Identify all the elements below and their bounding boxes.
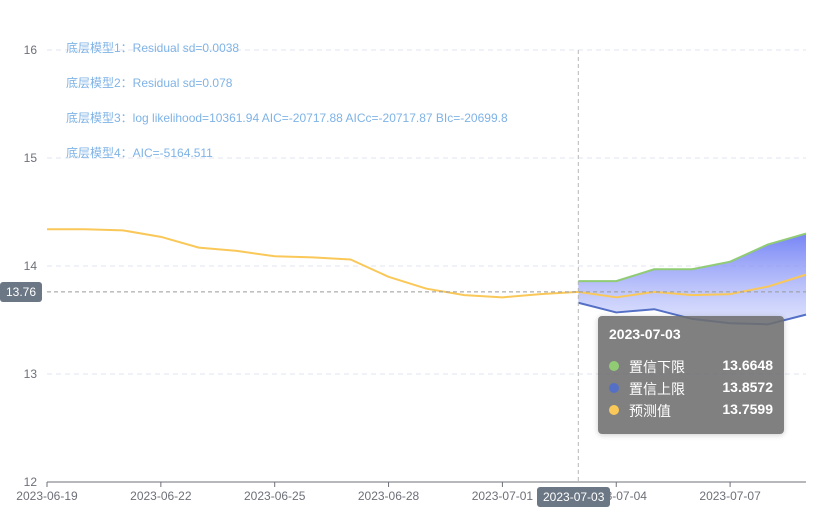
x-tick-label: 2023-06-19 bbox=[16, 489, 78, 503]
confidence-band bbox=[578, 233, 806, 325]
annotation-model-2: 底层模型2：Residual sd=0.078 bbox=[66, 76, 233, 90]
x-tick-label: 2023-07-01 bbox=[472, 489, 534, 503]
series-line-upper bbox=[578, 232, 807, 283]
x-tick-label: 2023-06-22 bbox=[130, 489, 192, 503]
series-line-pred bbox=[47, 228, 807, 299]
crosshair bbox=[47, 50, 806, 482]
tooltip-row-lower: 置信下限 13.6648 bbox=[609, 356, 773, 376]
y-tick-label: 15 bbox=[24, 151, 38, 165]
tooltip-title: 2023-07-03 bbox=[609, 326, 681, 342]
tooltip-series-value: 13.6648 bbox=[722, 357, 773, 373]
y-pointer-label: 13.76 bbox=[0, 282, 43, 302]
tooltip-series-name: 预测值 bbox=[629, 403, 671, 419]
x-tick-label: 2023-07-07 bbox=[699, 489, 761, 503]
tooltip-series-value: 13.8572 bbox=[722, 379, 773, 395]
annotation-model-3: 底层模型3：log likelihood=10361.94 AIC=-20717… bbox=[66, 111, 508, 125]
x-tick-label: 2023-06-28 bbox=[358, 489, 420, 503]
y-tick-label: 14 bbox=[24, 259, 38, 273]
tooltip-row-upper: 置信上限 13.8572 bbox=[609, 378, 773, 398]
confidence-band-area bbox=[578, 233, 806, 325]
upper-bound-dot bbox=[609, 383, 619, 393]
prediction-dot bbox=[609, 405, 619, 415]
tooltip-series-name: 置信下限 bbox=[629, 359, 685, 375]
y-tick-label: 12 bbox=[24, 475, 38, 489]
x-pointer-label: 2023-07-03 bbox=[537, 487, 611, 507]
tooltip-row-prediction: 预测值 13.7599 bbox=[609, 400, 773, 420]
lower-bound-dot bbox=[609, 361, 619, 371]
tooltip: 2023-07-03 置信下限 13.6648 置信上限 13.8572 预测值… bbox=[598, 316, 784, 434]
x-tick-label: 2023-06-25 bbox=[244, 489, 306, 503]
tooltip-series-value: 13.7599 bbox=[722, 401, 773, 417]
y-tick-label: 13 bbox=[24, 367, 38, 381]
tooltip-series-name: 置信上限 bbox=[629, 381, 685, 397]
annotation-model-4: 底层模型4：AIC=-5164.511 bbox=[66, 146, 213, 160]
y-tick-label: 16 bbox=[24, 43, 38, 57]
annotation-model-1: 底层模型1：Residual sd=0.0038 bbox=[66, 41, 240, 55]
